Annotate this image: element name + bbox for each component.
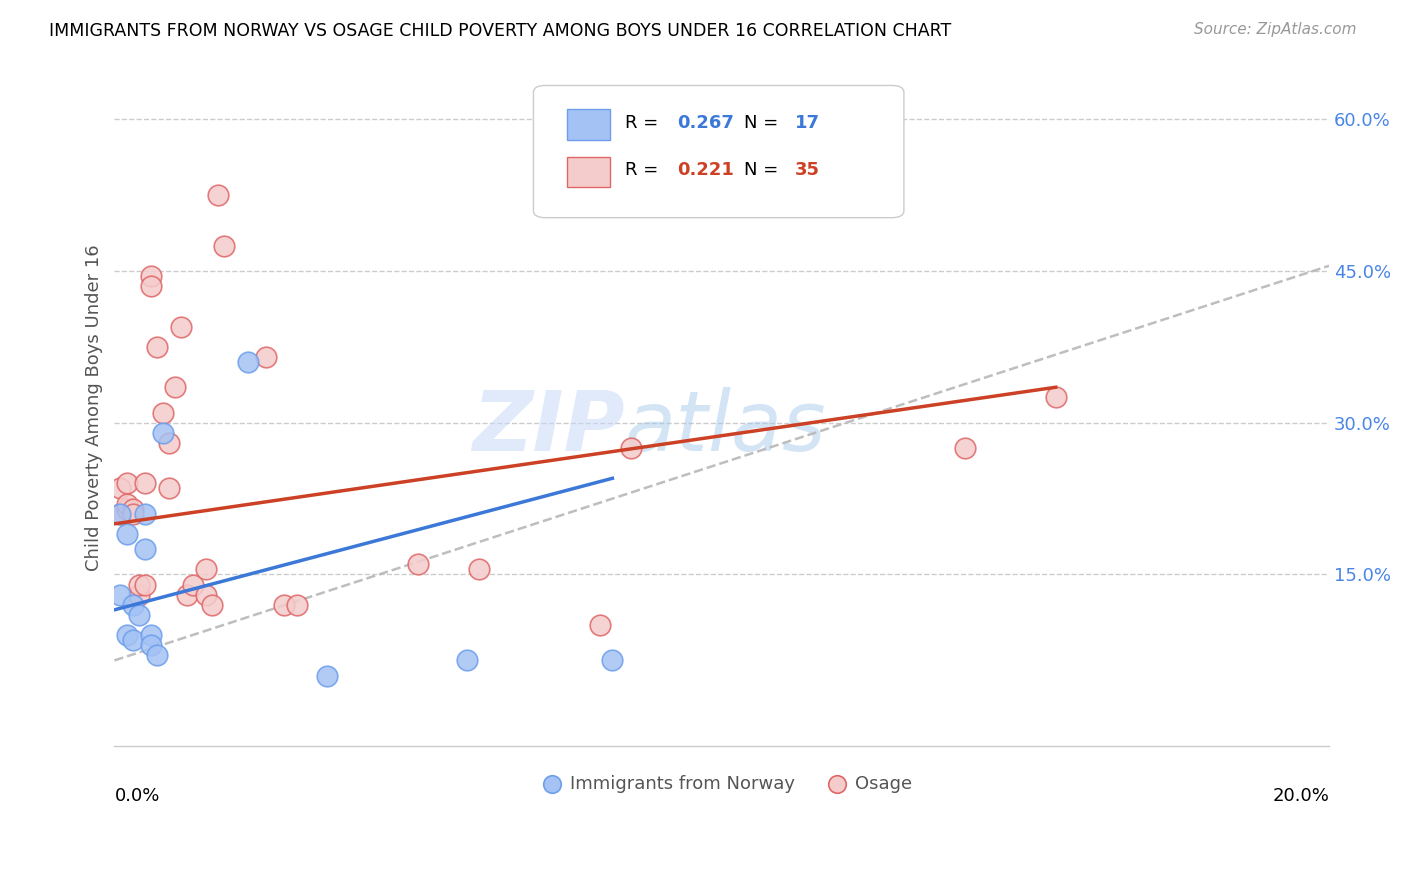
Point bbox=[207, 188, 229, 202]
Text: 0.267: 0.267 bbox=[676, 114, 734, 132]
Point bbox=[157, 482, 180, 496]
Point bbox=[456, 653, 478, 667]
FancyBboxPatch shape bbox=[533, 86, 904, 218]
Point bbox=[146, 340, 169, 354]
Point bbox=[110, 507, 132, 521]
Point bbox=[134, 577, 156, 591]
Point bbox=[170, 319, 193, 334]
Text: IMMIGRANTS FROM NORWAY VS OSAGE CHILD POVERTY AMONG BOYS UNDER 16 CORRELATION CH: IMMIGRANTS FROM NORWAY VS OSAGE CHILD PO… bbox=[49, 22, 952, 40]
Point bbox=[1045, 390, 1067, 404]
Point bbox=[620, 441, 643, 455]
Point bbox=[273, 598, 295, 612]
Text: 35: 35 bbox=[794, 161, 820, 179]
Text: Osage: Osage bbox=[855, 775, 912, 793]
Point bbox=[128, 607, 150, 622]
Point bbox=[115, 527, 138, 541]
Text: R =: R = bbox=[624, 161, 664, 179]
Text: R =: R = bbox=[624, 114, 664, 132]
Point bbox=[115, 501, 138, 516]
Point bbox=[285, 598, 308, 612]
Point bbox=[236, 355, 259, 369]
Point bbox=[115, 497, 138, 511]
Point bbox=[121, 633, 143, 648]
Point bbox=[139, 628, 162, 642]
Text: Source: ZipAtlas.com: Source: ZipAtlas.com bbox=[1194, 22, 1357, 37]
Point bbox=[468, 562, 491, 576]
FancyBboxPatch shape bbox=[568, 109, 610, 140]
Point bbox=[110, 482, 132, 496]
Point bbox=[115, 628, 138, 642]
Point bbox=[183, 577, 205, 591]
Y-axis label: Child Poverty Among Boys Under 16: Child Poverty Among Boys Under 16 bbox=[86, 244, 103, 571]
Point bbox=[128, 577, 150, 591]
Point bbox=[602, 653, 624, 667]
Point bbox=[115, 476, 138, 491]
Text: 17: 17 bbox=[794, 114, 820, 132]
Point bbox=[121, 501, 143, 516]
Point bbox=[194, 562, 217, 576]
Point bbox=[139, 279, 162, 293]
Point bbox=[165, 380, 187, 394]
Point bbox=[194, 588, 217, 602]
Text: N =: N = bbox=[744, 114, 783, 132]
Point bbox=[139, 268, 162, 283]
FancyBboxPatch shape bbox=[568, 157, 610, 187]
Point bbox=[406, 558, 429, 572]
Point bbox=[212, 238, 235, 252]
Text: 20.0%: 20.0% bbox=[1272, 787, 1329, 805]
Point bbox=[176, 588, 198, 602]
Text: 0.221: 0.221 bbox=[676, 161, 734, 179]
Point bbox=[110, 588, 132, 602]
Point bbox=[128, 588, 150, 602]
Point bbox=[316, 668, 339, 682]
Text: 0.0%: 0.0% bbox=[114, 787, 160, 805]
Point bbox=[134, 542, 156, 557]
Point bbox=[110, 507, 132, 521]
Point bbox=[589, 618, 612, 632]
Point bbox=[146, 648, 169, 663]
Point bbox=[121, 598, 143, 612]
Text: atlas: atlas bbox=[624, 387, 827, 468]
Point bbox=[134, 507, 156, 521]
Text: ZIP: ZIP bbox=[472, 387, 624, 468]
Point bbox=[139, 638, 162, 652]
Text: N =: N = bbox=[744, 161, 783, 179]
Point bbox=[157, 436, 180, 450]
Text: Immigrants from Norway: Immigrants from Norway bbox=[569, 775, 794, 793]
Point bbox=[152, 405, 174, 419]
Point bbox=[152, 425, 174, 440]
Point bbox=[200, 598, 222, 612]
Point bbox=[254, 350, 277, 364]
Point bbox=[134, 476, 156, 491]
Point bbox=[121, 507, 143, 521]
Point bbox=[953, 441, 976, 455]
